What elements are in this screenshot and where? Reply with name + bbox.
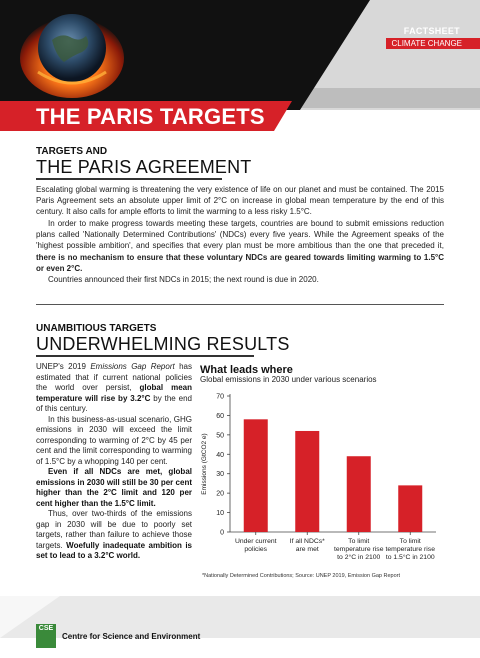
burning-earth-image bbox=[20, 14, 124, 98]
section1-paragraph-2: In order to make progress towards meetin… bbox=[36, 218, 444, 274]
y-tick-label: 40 bbox=[216, 452, 224, 459]
factsheet-label: FACTSHEET bbox=[403, 26, 460, 36]
title-banner-tip bbox=[274, 101, 292, 131]
para2-text: In order to make progress towards meetin… bbox=[36, 219, 444, 251]
p1-text-a: UNEP's 2019 bbox=[36, 362, 91, 371]
y-axis-label: Emissions (GtCO2 e) bbox=[201, 433, 208, 494]
page-title: THE PARIS TARGETS bbox=[36, 104, 265, 129]
chart-title: What leads where bbox=[200, 364, 293, 376]
footer-base bbox=[0, 638, 480, 658]
y-tick-label: 70 bbox=[216, 394, 224, 401]
x-tick-label: to 2°C in 2100 bbox=[337, 553, 380, 561]
y-tick-label: 20 bbox=[216, 491, 224, 498]
bar-3 bbox=[346, 456, 371, 532]
p3-bold-text: Even if all NDCs are met, global emissio… bbox=[36, 467, 192, 508]
section2-paragraph-1: UNEP's 2019 Emissions Gap Report has est… bbox=[36, 362, 192, 415]
bar-1 bbox=[243, 419, 268, 532]
p4-text: Thus, over two-thirds of the emissions g… bbox=[36, 509, 192, 550]
header-diagonal bbox=[300, 0, 370, 110]
section-divider bbox=[36, 304, 444, 305]
organization-name: Centre for Science and Environment bbox=[62, 632, 201, 641]
report-title: Emissions Gap Report bbox=[90, 362, 175, 371]
category-label: CLIMATE CHANGE bbox=[386, 38, 480, 49]
section1-paragraph-1: Escalating global warming is threatening… bbox=[36, 185, 444, 217]
x-tick-label: To limit bbox=[348, 538, 369, 545]
p1-text-b: has estimated that if current national p… bbox=[36, 362, 193, 392]
y-tick-label: 60 bbox=[216, 413, 224, 420]
y-tick-label: 10 bbox=[216, 510, 224, 517]
section1-title: THE PARIS AGREEMENT bbox=[36, 157, 252, 177]
x-tick-label: Under current bbox=[235, 538, 277, 545]
section1-kicker: TARGETS AND bbox=[36, 146, 108, 157]
section1-paragraph-3: Countries announced their first NDCs in … bbox=[48, 275, 319, 284]
x-tick-label: temperature rise bbox=[334, 546, 384, 553]
x-tick-label: are met bbox=[296, 546, 319, 553]
y-tick-label: 30 bbox=[216, 471, 224, 478]
p1-bold-text: global mean temperature will rise by 3.2… bbox=[36, 383, 192, 403]
page-header: FACTSHEET CLIMATE CHANGE THE PARIS TARGE… bbox=[0, 0, 480, 158]
section2-paragraph-2: In this business-as-usual scenario, GHG … bbox=[36, 414, 192, 466]
para2-bold-text: there is no mechanism to ensure that the… bbox=[36, 252, 444, 273]
x-tick-label: If all NDCs* bbox=[290, 538, 325, 545]
section1-underline bbox=[36, 178, 222, 180]
x-tick-label: to 1.5°C in 2100 bbox=[386, 553, 435, 561]
bar-2 bbox=[295, 430, 320, 532]
x-tick-label: temperature rise bbox=[386, 546, 436, 553]
p4-bold-text: Woefully inadequate ambition is set to l… bbox=[36, 540, 192, 561]
chart-subtitle: Global emissions in 2030 under various s… bbox=[200, 375, 377, 384]
y-tick-label: 0 bbox=[220, 530, 224, 537]
section2-underline bbox=[36, 355, 254, 357]
section2-kicker: UNAMBITIOUS TARGETS bbox=[36, 323, 157, 334]
x-tick-label: policies bbox=[244, 546, 267, 553]
chart-footnote: *Nationally Determined Contributions; So… bbox=[202, 573, 400, 579]
y-tick-label: 50 bbox=[216, 432, 224, 439]
bar-4 bbox=[398, 485, 423, 532]
section2-paragraph-3: Even if all NDCs are met, global emissio… bbox=[36, 467, 192, 509]
section2-text-column: UNEP's 2019 Emissions Gap Report has est… bbox=[36, 362, 192, 562]
x-tick-label: To limit bbox=[400, 538, 421, 545]
cse-logo: CSE bbox=[36, 624, 56, 648]
section2-title: UNDERWHELMING RESULTS bbox=[36, 334, 290, 354]
emissions-bar-chart: 0 10 20 30 40 50 60 70 Emissions (GtCO2 e) Under … bbox=[201, 394, 436, 561]
footer-band bbox=[0, 596, 480, 638]
title-banner bbox=[0, 101, 274, 131]
p1-text-c: by the end of this century. bbox=[36, 393, 192, 414]
section2-paragraph-4: Thus, over two-thirds of the emissions g… bbox=[36, 509, 192, 562]
